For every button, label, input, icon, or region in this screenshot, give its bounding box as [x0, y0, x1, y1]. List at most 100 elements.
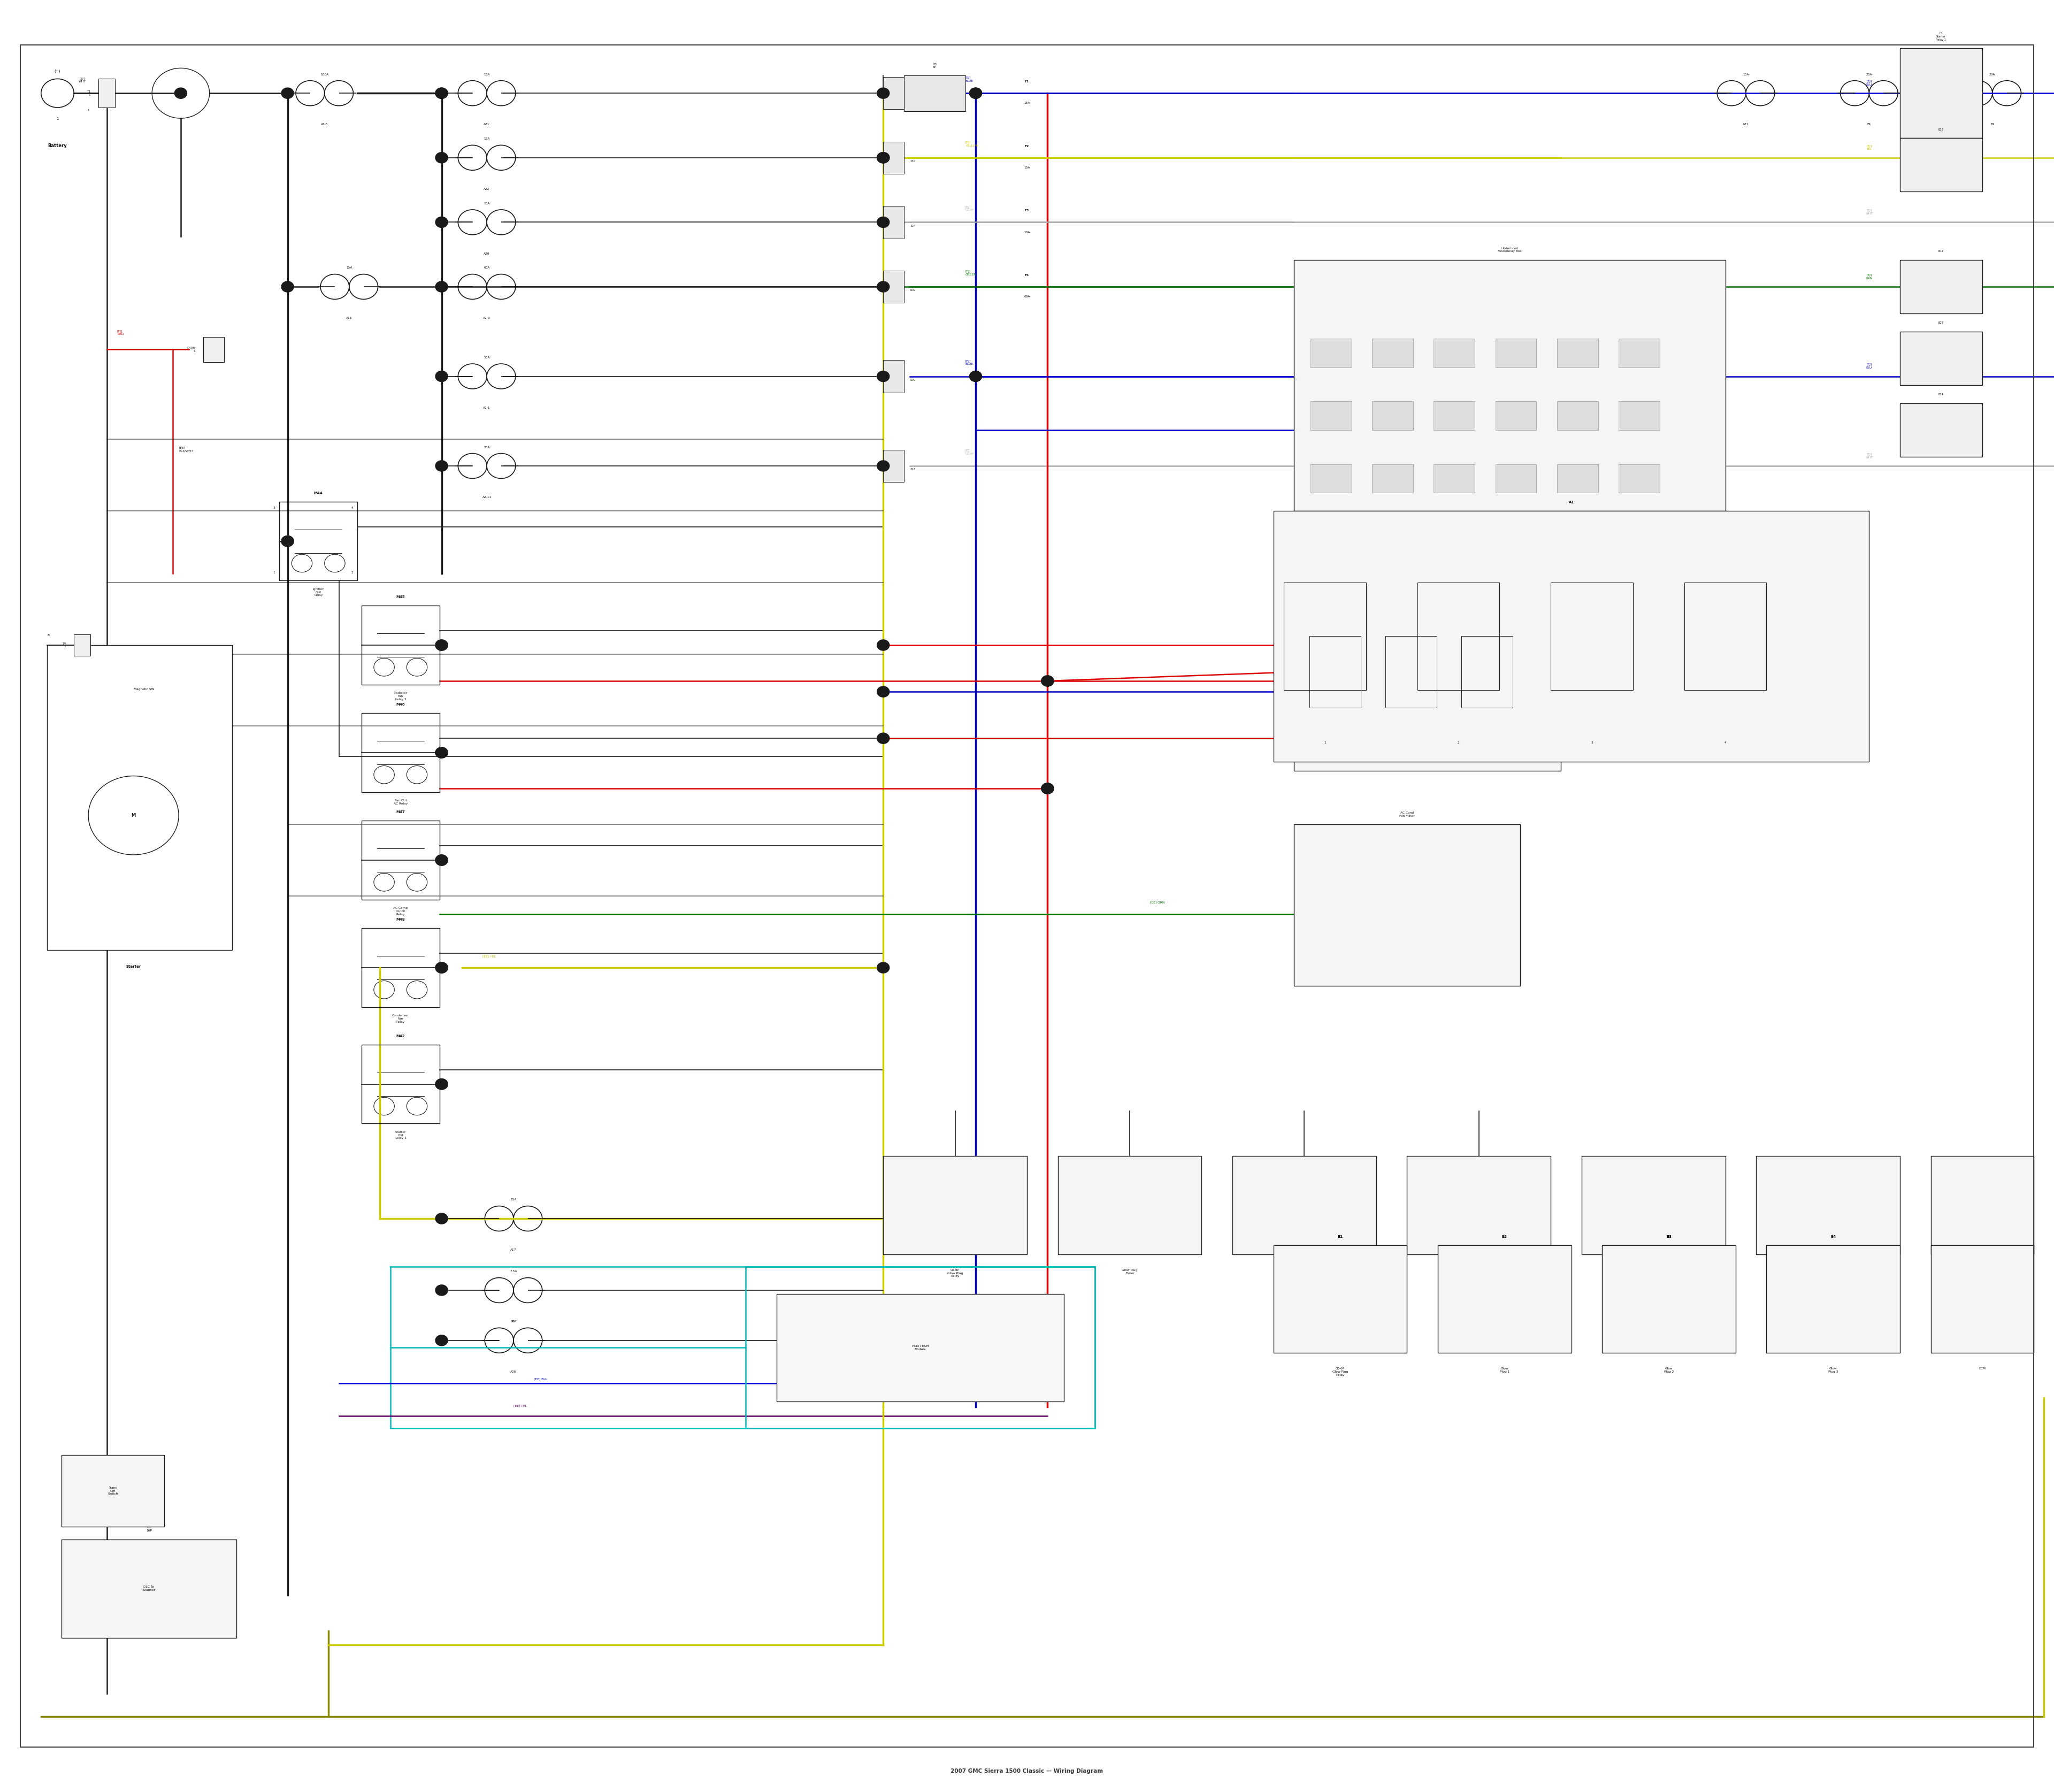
Text: [EJ]
BLU: [EJ] BLU: [1867, 81, 1871, 86]
Text: Starter
Ctrl
Relay 1: Starter Ctrl Relay 1: [394, 1131, 407, 1140]
Bar: [1931, 1245, 2033, 1353]
Text: A22: A22: [485, 188, 489, 190]
Text: A16: A16: [347, 317, 351, 319]
Text: Relay
Control
Module: Relay Control Module: [1421, 557, 1434, 566]
Text: T1
1: T1 1: [86, 90, 90, 97]
Text: B3: B3: [1666, 1235, 1672, 1238]
Text: 30A: 30A: [511, 1321, 516, 1322]
Circle shape: [435, 371, 448, 382]
Bar: [1232, 1156, 1376, 1254]
Bar: [1766, 1245, 1900, 1353]
Text: 7.5A: 7.5A: [509, 1271, 518, 1272]
Text: Glow
Plug 3: Glow Plug 3: [1828, 1367, 1838, 1373]
Bar: [1310, 339, 1352, 367]
Circle shape: [435, 1079, 448, 1090]
Bar: [1495, 339, 1536, 367]
Text: 15A: 15A: [347, 267, 351, 269]
Circle shape: [877, 962, 889, 973]
Text: A17: A17: [511, 1249, 516, 1251]
Circle shape: [877, 461, 889, 471]
Circle shape: [435, 88, 448, 99]
Circle shape: [877, 152, 889, 163]
Text: B1
Glow
Plug: B1 Glow Plug: [1475, 1269, 1483, 1278]
Text: C406
1: C406 1: [187, 346, 195, 353]
Text: 15A: 15A: [1025, 167, 1029, 168]
Bar: [1931, 1156, 2033, 1254]
Bar: [1619, 464, 1660, 493]
Text: 20A: 20A: [1867, 73, 1871, 75]
Bar: [883, 206, 904, 238]
Circle shape: [435, 962, 448, 973]
Circle shape: [1041, 676, 1054, 686]
Bar: [99, 79, 115, 108]
Circle shape: [1041, 676, 1054, 686]
Bar: [1557, 339, 1598, 367]
Text: A26: A26: [511, 1371, 516, 1373]
Bar: [1582, 1156, 1725, 1254]
Bar: [47, 645, 232, 950]
Circle shape: [435, 1335, 448, 1346]
Text: Trans
Ctrl
Switch: Trans Ctrl Switch: [107, 1487, 119, 1495]
Text: Magnetic SW: Magnetic SW: [134, 688, 154, 690]
Bar: [1434, 464, 1475, 493]
Bar: [1900, 48, 1982, 138]
Bar: [1417, 582, 1499, 690]
Bar: [1273, 1245, 1407, 1353]
Circle shape: [435, 88, 448, 99]
Text: Glow
Plug 1: Glow Plug 1: [1499, 1367, 1510, 1373]
Text: A2-1: A2-1: [483, 407, 491, 409]
Text: [EJ]
GRAY: [EJ] GRAY: [965, 450, 974, 455]
Bar: [883, 450, 904, 482]
Text: B1: B1: [1337, 1235, 1343, 1238]
Text: C0-6P
Glow Plug
Relay: C0-6P Glow Plug Relay: [1333, 1367, 1347, 1376]
Text: Underhood
Fuse/Relay Box: Underhood Fuse/Relay Box: [1497, 247, 1522, 253]
Circle shape: [877, 686, 889, 697]
Text: B2: B2: [1990, 124, 1994, 125]
Bar: [883, 142, 904, 174]
Circle shape: [435, 747, 448, 758]
Bar: [1900, 260, 1982, 314]
Text: DLC To
Scanner: DLC To Scanner: [142, 1586, 156, 1591]
Circle shape: [435, 1213, 448, 1224]
Text: [EJ]
YEL: [EJ] YEL: [1867, 145, 1871, 151]
Text: T4
1: T4 1: [62, 642, 66, 649]
Circle shape: [435, 217, 448, 228]
Bar: [362, 606, 440, 685]
Text: [EJ]
BLUE: [EJ] BLUE: [965, 360, 974, 366]
Text: ECM: ECM: [1978, 1367, 1986, 1369]
Bar: [1551, 582, 1633, 690]
Circle shape: [435, 1079, 448, 1090]
Circle shape: [969, 88, 982, 99]
Circle shape: [435, 461, 448, 471]
Circle shape: [877, 152, 889, 163]
Circle shape: [877, 217, 889, 228]
Bar: [883, 360, 904, 392]
Bar: [362, 713, 440, 792]
Text: 60A: 60A: [910, 289, 916, 292]
Text: (+): (+): [55, 70, 60, 72]
Bar: [203, 337, 224, 362]
Text: 15A: 15A: [511, 1199, 516, 1201]
Bar: [1684, 582, 1766, 690]
Circle shape: [435, 1285, 448, 1296]
Text: 60A: 60A: [1025, 296, 1029, 297]
Bar: [1310, 464, 1352, 493]
Circle shape: [877, 88, 889, 99]
Text: [EE] GRN: [EE] GRN: [1150, 901, 1165, 903]
Bar: [746, 1267, 1095, 1428]
Text: B2
Glow
Plug: B2 Glow Plug: [1649, 1269, 1658, 1278]
Text: F3: F3: [1025, 210, 1029, 211]
Text: 15A: 15A: [1744, 73, 1748, 75]
Bar: [362, 1045, 440, 1124]
Text: ECM: ECM: [1978, 1269, 1986, 1271]
Text: 50A: 50A: [910, 378, 916, 382]
Bar: [883, 271, 904, 303]
Bar: [62, 1455, 164, 1527]
Bar: [1900, 403, 1982, 457]
Text: Battery: Battery: [47, 143, 68, 149]
Bar: [883, 1156, 1027, 1254]
Text: B1: B1: [1867, 124, 1871, 125]
Text: Glow Plug
Controller: Glow Plug Controller: [1296, 1269, 1313, 1274]
Circle shape: [435, 281, 448, 292]
Text: 1: 1: [55, 118, 60, 120]
